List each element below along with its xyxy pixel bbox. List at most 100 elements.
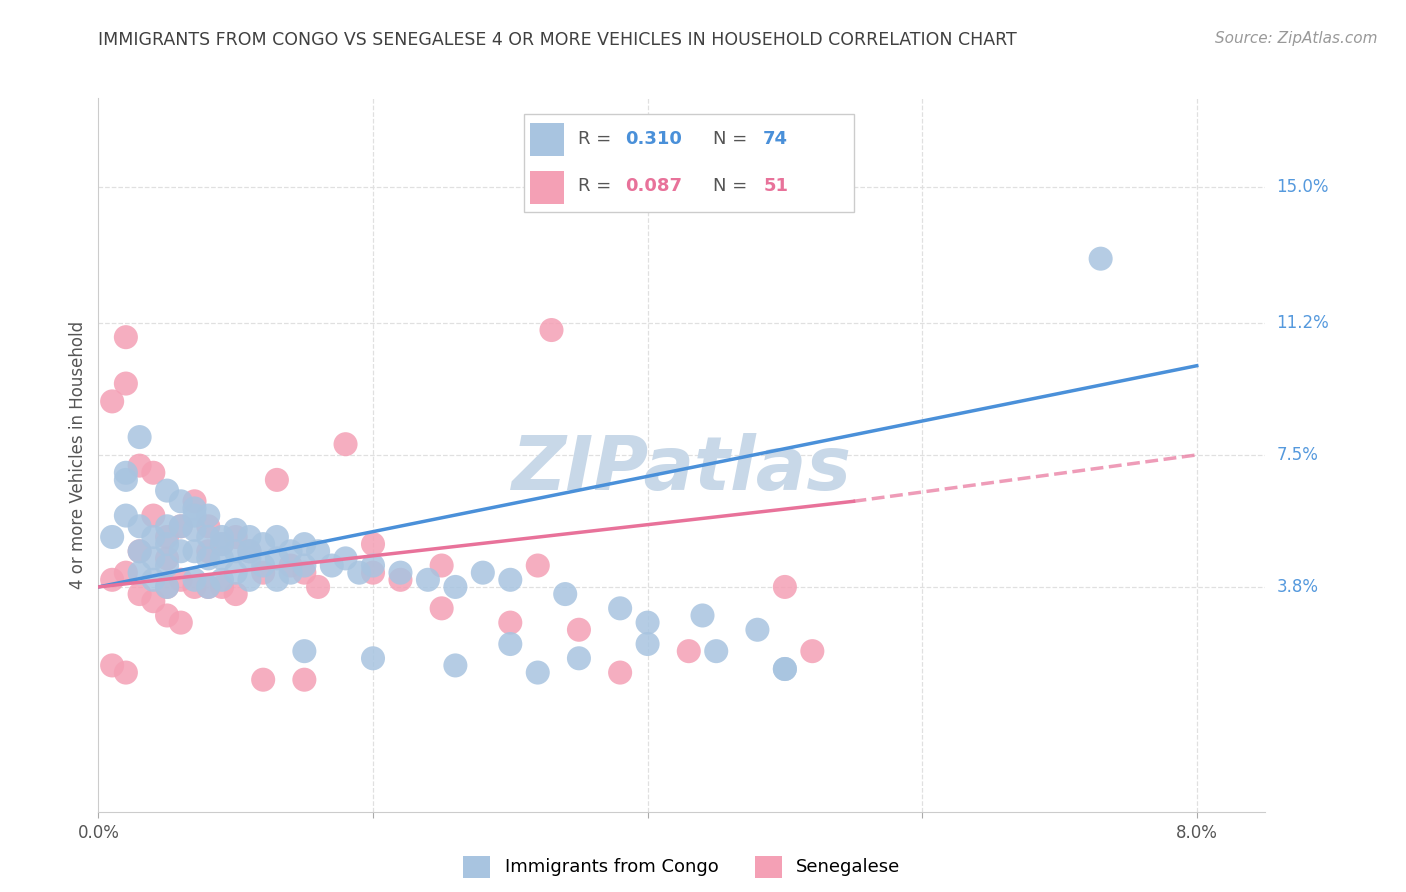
Point — [252, 566, 274, 580]
Point — [361, 566, 384, 580]
Point — [225, 530, 247, 544]
Point — [361, 558, 384, 573]
Point — [568, 651, 591, 665]
Point — [156, 483, 179, 498]
Point — [183, 544, 205, 558]
Point — [142, 530, 165, 544]
Point — [252, 558, 274, 573]
Point — [211, 580, 233, 594]
Point — [307, 580, 329, 594]
Point — [115, 473, 138, 487]
Point — [692, 608, 714, 623]
Point — [307, 544, 329, 558]
Point — [101, 658, 124, 673]
Point — [142, 573, 165, 587]
Point — [115, 566, 138, 580]
Point — [238, 551, 260, 566]
Point — [170, 615, 193, 630]
Point — [101, 573, 124, 587]
Point — [430, 558, 453, 573]
Point — [361, 651, 384, 665]
Point — [183, 523, 205, 537]
Point — [211, 537, 233, 551]
Point — [568, 623, 591, 637]
Point — [142, 466, 165, 480]
Point — [128, 430, 150, 444]
Point — [170, 519, 193, 533]
Text: R =: R = — [578, 130, 617, 148]
Point — [115, 665, 138, 680]
Text: 11.2%: 11.2% — [1277, 314, 1329, 332]
Point — [101, 394, 124, 409]
Point — [280, 558, 302, 573]
Point — [183, 573, 205, 587]
Point — [128, 566, 150, 580]
Point — [156, 608, 179, 623]
Point — [211, 551, 233, 566]
Point — [609, 601, 631, 615]
Point — [335, 437, 357, 451]
Point — [170, 519, 193, 533]
Point — [266, 473, 288, 487]
Point — [430, 601, 453, 615]
Point — [801, 644, 824, 658]
Point — [225, 566, 247, 580]
Text: 15.0%: 15.0% — [1277, 178, 1329, 196]
Point — [197, 530, 219, 544]
Point — [183, 580, 205, 594]
Point — [747, 623, 769, 637]
Text: IMMIGRANTS FROM CONGO VS SENEGALESE 4 OR MORE VEHICLES IN HOUSEHOLD CORRELATION : IMMIGRANTS FROM CONGO VS SENEGALESE 4 OR… — [98, 31, 1017, 49]
Point — [156, 537, 179, 551]
Point — [225, 587, 247, 601]
Point — [197, 551, 219, 566]
Point — [197, 580, 219, 594]
Point — [554, 587, 576, 601]
Point — [115, 376, 138, 391]
Point — [773, 662, 796, 676]
Point — [499, 573, 522, 587]
Point — [238, 530, 260, 544]
Point — [444, 580, 467, 594]
Text: 51: 51 — [763, 178, 789, 195]
Point — [678, 644, 700, 658]
Point — [292, 644, 315, 658]
Bar — [530, 171, 564, 204]
Y-axis label: 4 or more Vehicles in Household: 4 or more Vehicles in Household — [69, 321, 87, 589]
Point — [238, 544, 260, 558]
Point — [170, 573, 193, 587]
Text: R =: R = — [578, 178, 617, 195]
Point — [225, 544, 247, 558]
Point — [142, 551, 165, 566]
FancyBboxPatch shape — [523, 113, 855, 212]
Point — [156, 558, 179, 573]
Point — [609, 665, 631, 680]
Point — [1090, 252, 1112, 266]
Text: 0.087: 0.087 — [624, 178, 682, 195]
Point — [170, 544, 193, 558]
Point — [526, 558, 548, 573]
Point — [280, 566, 302, 580]
Point — [238, 573, 260, 587]
Point — [637, 637, 659, 651]
Point — [280, 544, 302, 558]
Point — [156, 551, 179, 566]
Point — [526, 665, 548, 680]
Point — [142, 508, 165, 523]
Point — [128, 587, 150, 601]
Point — [183, 501, 205, 516]
Point — [115, 466, 138, 480]
Bar — [530, 123, 564, 155]
Point — [101, 530, 124, 544]
Point — [211, 530, 233, 544]
Point — [156, 580, 179, 594]
Point — [252, 673, 274, 687]
Point — [292, 566, 315, 580]
Point — [266, 551, 288, 566]
Point — [128, 458, 150, 473]
Point — [704, 644, 727, 658]
Point — [183, 508, 205, 523]
Point — [128, 544, 150, 558]
Point — [128, 544, 150, 558]
Point — [238, 544, 260, 558]
Point — [499, 637, 522, 651]
